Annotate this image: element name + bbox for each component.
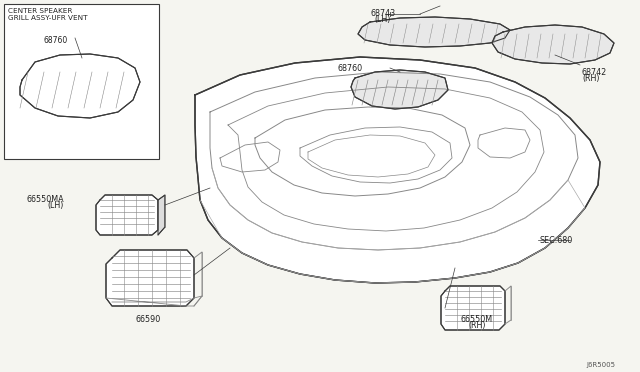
Text: (RH): (RH) <box>582 74 600 83</box>
Polygon shape <box>358 17 510 47</box>
Text: 68760: 68760 <box>44 36 68 45</box>
Polygon shape <box>20 54 140 118</box>
Text: 68760: 68760 <box>337 64 363 73</box>
Polygon shape <box>441 286 505 330</box>
Polygon shape <box>158 195 165 235</box>
Polygon shape <box>106 250 194 306</box>
Polygon shape <box>351 70 448 109</box>
Text: 66590: 66590 <box>136 315 161 324</box>
Text: 66550MA: 66550MA <box>26 195 64 204</box>
Text: 68743: 68743 <box>371 9 396 18</box>
Polygon shape <box>492 25 614 64</box>
Text: 68742: 68742 <box>582 68 607 77</box>
Text: 66550M: 66550M <box>461 315 493 324</box>
Text: (LH): (LH) <box>375 15 391 24</box>
Text: J6R5005: J6R5005 <box>586 362 615 368</box>
Polygon shape <box>195 57 600 283</box>
Text: SEC.680: SEC.680 <box>540 236 573 245</box>
Text: (LH): (LH) <box>47 201 64 210</box>
Bar <box>4 4 159 159</box>
Polygon shape <box>96 195 158 235</box>
Text: CENTER SPEAKER
GRILL ASSY-UFR VENT: CENTER SPEAKER GRILL ASSY-UFR VENT <box>8 8 88 21</box>
Text: (RH): (RH) <box>468 321 486 330</box>
